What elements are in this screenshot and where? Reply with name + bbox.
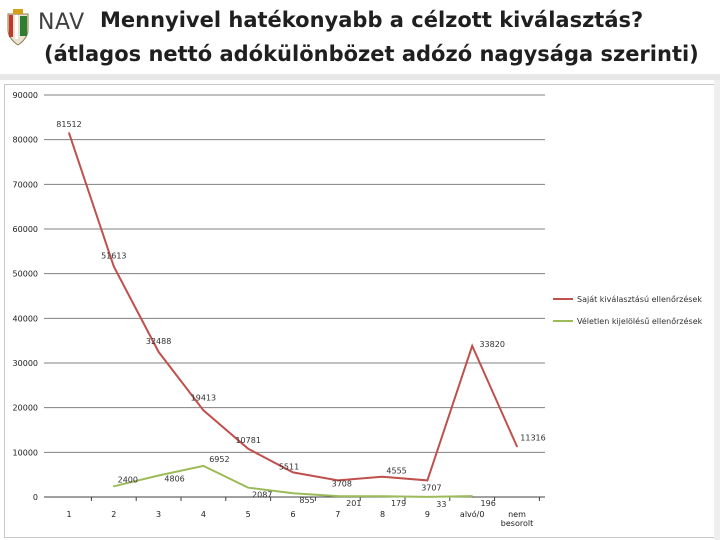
legend-label: Saját kiválasztású ellenőrzések — [577, 294, 702, 304]
header-divider — [0, 74, 720, 80]
data-point — [516, 445, 518, 448]
data-point — [471, 345, 474, 347]
data-label: 11316 — [520, 433, 545, 442]
data-point — [337, 479, 339, 482]
data-point — [202, 409, 205, 412]
data-label: 10781 — [235, 436, 260, 445]
y-tick-label: 30000 — [13, 359, 38, 368]
data-label: 196 — [481, 499, 496, 508]
data-label: 2087 — [252, 491, 272, 500]
y-tick-label: 90000 — [13, 91, 38, 100]
legend-label: Véletlen kijelölésű ellenőrzések — [577, 316, 703, 326]
y-tick-label: 70000 — [13, 180, 38, 189]
x-tick-label: 6 — [290, 510, 295, 519]
data-label: 5511 — [279, 462, 299, 471]
x-tick-label: 5 — [246, 510, 251, 519]
y-tick-label: 10000 — [13, 448, 38, 457]
data-label: 4806 — [164, 475, 184, 484]
data-label: 179 — [391, 499, 406, 508]
data-point — [247, 486, 249, 489]
data-point — [68, 132, 70, 134]
data-label: 3708 — [332, 479, 352, 488]
slide-edge-band — [714, 80, 720, 540]
data-label: 6952 — [209, 455, 229, 464]
x-tick-label: nem — [508, 510, 526, 519]
data-point — [113, 265, 115, 268]
x-tick-label: alvó/0 — [460, 509, 485, 519]
x-tick-label: besorolt — [501, 519, 533, 528]
data-point — [381, 495, 384, 498]
data-label: 33 — [436, 500, 446, 509]
data-point — [381, 475, 384, 478]
data-point — [157, 351, 160, 353]
x-tick-label: 7 — [335, 510, 340, 519]
data-label: 33820 — [479, 340, 504, 349]
brand-label: NAV — [38, 10, 85, 35]
page-title: Mennyivel hatékonyabb a célzott kiválasz… — [100, 8, 644, 32]
x-tick-label: 4 — [201, 510, 206, 519]
x-tick-label: 3 — [156, 510, 161, 519]
data-point — [247, 448, 249, 450]
data-point — [113, 485, 115, 488]
y-tick-label: 50000 — [13, 270, 38, 279]
y-tick-label: 80000 — [13, 136, 38, 145]
data-label: 201 — [346, 499, 361, 508]
data-label: 2400 — [118, 475, 138, 484]
data-point — [292, 471, 294, 474]
data-point — [337, 495, 339, 497]
x-tick-label: 1 — [66, 510, 71, 519]
y-tick-label: 20000 — [13, 404, 38, 413]
data-label: 51613 — [101, 251, 126, 260]
chart-panel — [4, 84, 718, 538]
nav-crest-logo — [7, 9, 29, 46]
data-label: 81512 — [56, 120, 81, 129]
data-label: 855 — [299, 496, 314, 505]
data-point — [157, 474, 160, 477]
data-label: 3707 — [421, 483, 441, 492]
data-label: 4555 — [386, 467, 406, 476]
data-point — [292, 492, 294, 494]
data-label: 32488 — [146, 337, 171, 346]
x-tick-label: 8 — [380, 510, 385, 519]
y-tick-label: 40000 — [13, 314, 38, 323]
data-point — [202, 465, 205, 467]
x-tick-label: 9 — [425, 510, 430, 519]
data-point — [426, 479, 429, 482]
y-tick-label: 0 — [33, 493, 38, 502]
y-tick-label: 60000 — [13, 225, 38, 234]
data-point — [471, 495, 474, 497]
data-label: 19413 — [191, 393, 216, 402]
series-line-1 — [68, 132, 518, 482]
page-subtitle: (átlagos nettó adókülönbözet adózó nagys… — [44, 42, 699, 66]
x-tick-label: 2 — [111, 510, 116, 519]
data-point — [426, 496, 429, 498]
